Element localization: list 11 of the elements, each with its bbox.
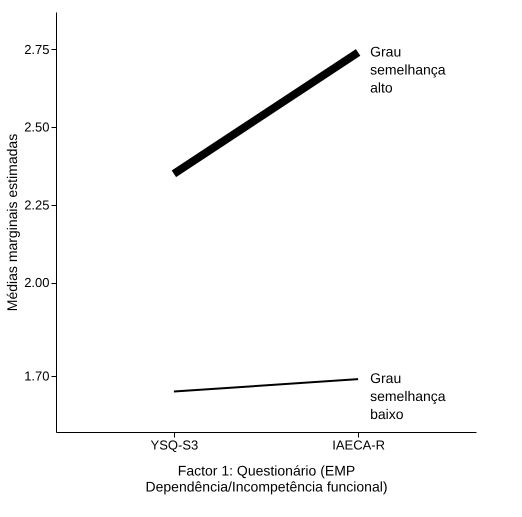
y-tick-label: 2.50 bbox=[24, 120, 50, 135]
x-axis-title: Factor 1: Questionário (EMP Dependência/Incompetência funcional) bbox=[145, 462, 388, 494]
x-tick-label: YSQ-S3 bbox=[150, 438, 198, 452]
y-tick-label: 1.70 bbox=[24, 368, 50, 384]
x-tick-label: IAECA-R bbox=[332, 438, 385, 452]
y-axis-title: Médias marginais estimadas bbox=[4, 134, 20, 312]
y-tick-label: 2.75 bbox=[24, 42, 50, 57]
y-tick-label: 2.00 bbox=[24, 275, 50, 290]
series-label: Grau semelhança alto bbox=[370, 43, 446, 96]
y-tick-label: 2.25 bbox=[24, 197, 50, 212]
series-label: Grau semelhança baixo bbox=[370, 370, 446, 422]
